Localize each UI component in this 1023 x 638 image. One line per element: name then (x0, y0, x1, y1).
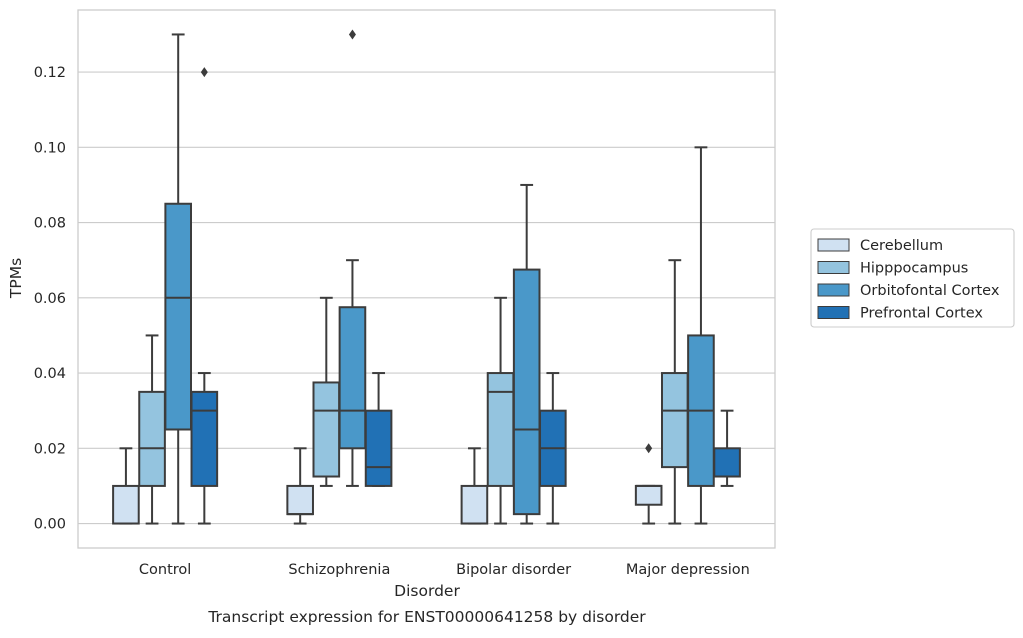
box-iqr (486, 372, 515, 487)
legend-label: Prefrontal Cortex (860, 306, 983, 322)
box-hipppocampus (312, 296, 341, 487)
box-iqr (190, 390, 219, 487)
box-orbitofontal-cortex (338, 29, 367, 487)
legend-swatch (817, 283, 850, 297)
outlier-marker (348, 29, 356, 40)
legend-label: Hipppocampus (860, 261, 968, 277)
box-orbitofontal-cortex (687, 146, 715, 525)
x-tick-label: Bipolar disorder (456, 562, 571, 578)
box-prefrontal-cortex (539, 372, 567, 525)
x-tick-labels: Control Schizophrenia Bipolar disorder Majo… (139, 562, 750, 578)
box-iqr (713, 447, 741, 478)
y-tick-label: 0.04 (34, 366, 66, 382)
box-layer (112, 29, 741, 525)
box-cerebellum (634, 443, 663, 525)
legend: Cerebellum Hipppocampus Orbitofontal Corte… (810, 228, 1015, 328)
y-tick-labels: 0.00 0.02 0.04 0.06 0.08 0.10 0.12 (34, 65, 66, 532)
box-iqr (312, 381, 341, 478)
box-prefrontal-cortex (364, 372, 393, 487)
y-tick-label: 0.12 (34, 65, 66, 81)
box-orbitofontal-cortex (164, 33, 193, 525)
legend-frame (810, 228, 1015, 328)
outlier-marker (200, 67, 208, 78)
box-iqr (660, 372, 689, 469)
box-hipppocampus (660, 259, 689, 525)
box-iqr (338, 306, 367, 450)
x-tick-label: Control (139, 562, 191, 578)
plot-frame (77, 9, 776, 549)
x-tick-label: Major depression (626, 562, 750, 578)
box-prefrontal-cortex (713, 409, 741, 487)
box-iqr (460, 484, 489, 525)
y-tick-label: 0.02 (34, 441, 66, 457)
box-cerebellum (112, 447, 140, 525)
x-axis-title: Disorder (394, 582, 460, 600)
box-cerebellum (286, 447, 314, 525)
box-prefrontal-cortex (190, 67, 219, 525)
box-hipppocampus (138, 334, 166, 525)
legend-label: Orbitofontal Cortex (860, 283, 1000, 299)
box-cerebellum (460, 447, 489, 525)
y-tick-label: 0.10 (34, 140, 66, 156)
legend-swatch (817, 261, 850, 274)
box-iqr (634, 484, 663, 506)
y-tick-label: 0.08 (34, 216, 66, 232)
y-tick-label: 0.06 (34, 291, 66, 307)
chart-caption: Transcript expression for ENST0000064125… (207, 608, 646, 626)
x-tick-label: Schizophrenia (288, 562, 390, 578)
outlier-marker (645, 443, 653, 454)
box-hipppocampus (486, 296, 515, 525)
legend-label: Cerebellum (860, 238, 943, 254)
y-axis-title: TPMs (7, 258, 25, 299)
box-iqr (286, 484, 314, 516)
box-iqr (364, 409, 393, 487)
legend-swatch (817, 306, 850, 319)
y-tick-label: 0.00 (34, 517, 66, 533)
box-iqr (512, 268, 541, 516)
legend-swatch (817, 238, 850, 252)
box-iqr (112, 484, 140, 525)
box-orbitofontal-cortex (512, 183, 541, 525)
box-iqr (164, 202, 193, 431)
box-iqr (138, 390, 166, 487)
